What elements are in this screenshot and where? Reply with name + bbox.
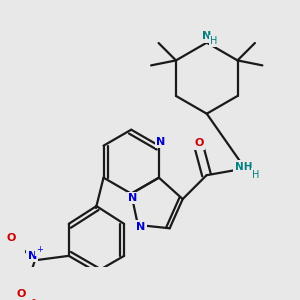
Text: N: N	[128, 193, 138, 203]
Text: -: -	[31, 294, 35, 300]
Text: N: N	[156, 137, 165, 147]
Text: +: +	[36, 245, 43, 254]
Text: N: N	[28, 251, 37, 261]
Text: NH: NH	[235, 162, 252, 172]
Text: N: N	[136, 222, 145, 232]
Text: H: H	[210, 36, 218, 46]
Text: O: O	[6, 233, 16, 243]
Text: H: H	[252, 170, 260, 180]
Text: O: O	[194, 138, 204, 148]
Text: O: O	[17, 289, 26, 299]
Text: N: N	[202, 32, 212, 41]
